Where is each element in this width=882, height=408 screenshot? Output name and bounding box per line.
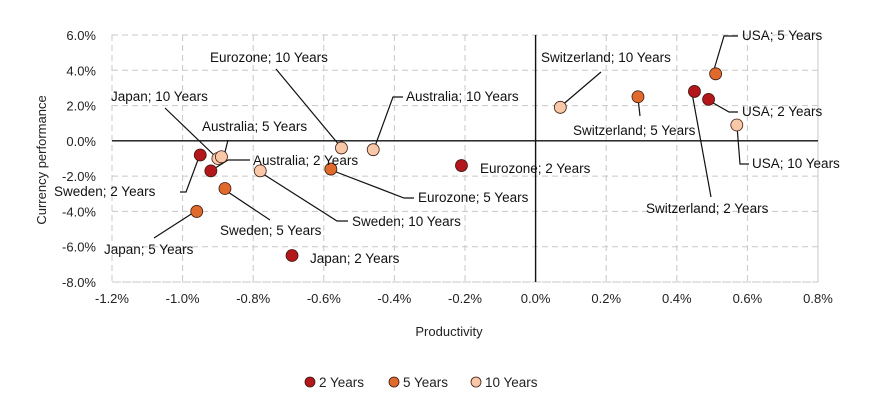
data-points bbox=[190, 67, 744, 262]
data-label: Switzerland; 5 Years bbox=[573, 123, 696, 138]
legend-label: 10 Years bbox=[485, 375, 538, 390]
x-tick-label: 0.8% bbox=[803, 291, 833, 306]
data-label: Sweden; 10 Years bbox=[352, 214, 461, 229]
data-point-2y bbox=[285, 249, 299, 262]
data-point-10y bbox=[553, 100, 567, 114]
data-label: Eurozone; 2 Years bbox=[480, 161, 591, 176]
x-tick-label: -1.0% bbox=[166, 291, 200, 306]
leader-lines bbox=[153, 35, 749, 239]
x-tick-label: -0.4% bbox=[377, 291, 411, 306]
leader-line bbox=[736, 125, 749, 165]
legend-marker bbox=[470, 376, 482, 388]
y-tick-label: 4.0% bbox=[66, 63, 96, 78]
data-label: Japan; 5 Years bbox=[104, 242, 194, 257]
leader-line bbox=[224, 189, 271, 221]
leader-line bbox=[712, 35, 738, 74]
data-point-5y bbox=[218, 182, 232, 195]
data-label: Switzerland; 10 Years bbox=[541, 50, 671, 65]
y-tick-label: -8.0% bbox=[62, 275, 96, 290]
legend-label: 5 Years bbox=[403, 375, 448, 390]
data-point-10y bbox=[215, 150, 228, 164]
x-tick-label: -0.6% bbox=[307, 291, 341, 306]
leader-line bbox=[330, 169, 414, 199]
data-label: Sweden; 2 Years bbox=[54, 184, 156, 199]
data-label: Japan; 10 Years bbox=[111, 89, 208, 104]
leader-line bbox=[707, 99, 738, 113]
y-tick-label: -6.0% bbox=[62, 240, 96, 255]
leader-line bbox=[180, 156, 200, 193]
tick-labels: -1.2% -1.0% -0.8% -0.6% -0.4% -0.2% 0.0% 0.2% 0.… bbox=[62, 28, 833, 306]
data-point-2y bbox=[702, 92, 715, 106]
data-label: USA; 5 Years bbox=[742, 28, 823, 43]
leader-line bbox=[275, 68, 341, 147]
leader-line bbox=[153, 210, 197, 239]
data-point-2y bbox=[688, 85, 701, 98]
leader-line bbox=[373, 96, 403, 150]
data-point-2y bbox=[455, 159, 468, 172]
legend-marker bbox=[304, 376, 316, 388]
x-tick-label: -0.2% bbox=[448, 291, 482, 306]
leader-line bbox=[691, 92, 712, 198]
data-label: Japan; 2 Years bbox=[310, 251, 400, 266]
data-label: USA; 2 Years bbox=[742, 104, 823, 119]
data-label: Australia; 2 Years bbox=[253, 153, 358, 168]
data-point-10y bbox=[730, 118, 744, 132]
data-labels: Japan; 2 Years Sweden; 2 Years Australia; … bbox=[54, 28, 840, 266]
data-point-2y bbox=[193, 148, 207, 162]
data-label: Australia; 5 Years bbox=[202, 119, 307, 134]
x-tick-label: 0.2% bbox=[591, 291, 621, 306]
legend-label: 2 Years bbox=[319, 375, 364, 390]
y-tick-label: 0.0% bbox=[66, 134, 96, 149]
y-axis-title: Currency performance bbox=[34, 95, 49, 224]
y-tick-label: -2.0% bbox=[62, 169, 96, 184]
data-point-5y bbox=[631, 90, 645, 104]
data-point-5y bbox=[324, 162, 338, 176]
data-label: Eurozone; 10 Years bbox=[210, 50, 328, 65]
data-point-10y bbox=[253, 164, 267, 178]
leader-line bbox=[259, 171, 348, 222]
legend-marker bbox=[388, 376, 400, 388]
x-axis-title: Productivity bbox=[415, 324, 483, 339]
data-label: Australia; 10 Years bbox=[406, 89, 519, 104]
data-label: Eurozone; 5 Years bbox=[418, 190, 529, 205]
y-tick-label: 6.0% bbox=[66, 28, 96, 43]
data-point-10y bbox=[366, 143, 380, 157]
leader-line bbox=[559, 71, 602, 108]
data-label: Switzerland; 2 Years bbox=[646, 201, 769, 216]
data-point-5y bbox=[190, 205, 204, 218]
data-point-5y bbox=[709, 67, 723, 81]
legend: 2 Years 5 Years 10 Years bbox=[304, 375, 538, 390]
data-point-10y bbox=[335, 141, 348, 155]
leader-line bbox=[164, 107, 217, 158]
x-tick-label: -1.2% bbox=[95, 291, 129, 306]
grid-lines bbox=[111, 34, 819, 283]
data-point-2y bbox=[204, 164, 218, 178]
x-tick-label: 0.4% bbox=[662, 291, 692, 306]
data-label: Sweden; 5 Years bbox=[220, 223, 322, 238]
y-tick-label: 2.0% bbox=[66, 99, 96, 114]
y-tick-label: -4.0% bbox=[62, 204, 96, 219]
data-label: USA; 10 Years bbox=[752, 156, 840, 171]
x-tick-label: 0.0% bbox=[521, 291, 551, 306]
x-tick-label: 0.6% bbox=[733, 291, 763, 306]
x-tick-label: -0.8% bbox=[236, 291, 270, 306]
